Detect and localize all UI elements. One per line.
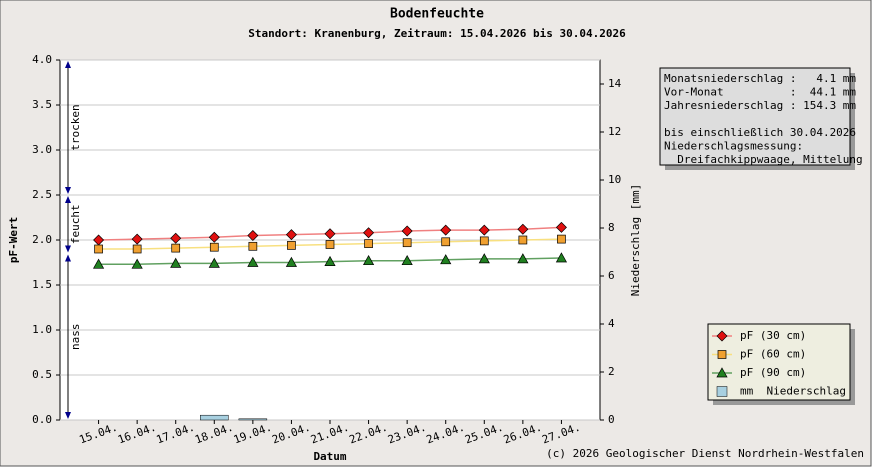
y2-tick-label: 2 xyxy=(608,365,615,378)
x-axis-label: Datum xyxy=(313,450,346,463)
y-tick-label: 3.5 xyxy=(32,98,52,111)
data-point xyxy=(518,235,528,245)
data-point xyxy=(517,253,529,264)
data-point xyxy=(402,238,412,248)
data-point xyxy=(401,254,413,266)
y-tick-label: 0.0 xyxy=(32,413,52,426)
zone-label: feucht xyxy=(69,204,82,244)
data-point xyxy=(208,257,220,268)
y2-tick-label: 8 xyxy=(608,221,615,234)
y2-tick-label: 12 xyxy=(608,125,621,138)
legend-marker xyxy=(716,330,728,342)
y2-tick-label: 14 xyxy=(608,77,622,90)
y-tick-label: 3.0 xyxy=(32,143,52,156)
y-tick-label: 0.5 xyxy=(32,368,52,381)
data-point xyxy=(557,234,566,244)
info-line: Monatsniederschlag : 4.1 mm xyxy=(664,72,856,85)
legend-label: pF (30 cm) xyxy=(740,329,806,342)
chart-subtitle: Standort: Kranenburg, Zeitraum: 15.04.20… xyxy=(248,27,626,40)
info-line: Jahresniederschlag : 154.3 mm xyxy=(664,99,856,112)
data-point xyxy=(362,254,375,266)
y2-tick-label: 6 xyxy=(608,269,615,282)
info-line: Dreifachkippwaage, Mittelung xyxy=(664,153,863,166)
data-point xyxy=(440,254,452,265)
y-tick-label: 1.0 xyxy=(32,323,52,336)
data-point xyxy=(401,225,413,237)
y2-axis-label: Niederschlag [mm] xyxy=(629,184,642,297)
data-point xyxy=(478,224,490,236)
chart-title: Bodenfeuchte xyxy=(390,7,484,22)
zone-arrowhead xyxy=(65,61,71,68)
data-point xyxy=(208,231,220,243)
data-point xyxy=(555,221,567,233)
legend-label: pF (90 cm) xyxy=(740,366,806,379)
data-point xyxy=(478,253,490,264)
data-point xyxy=(170,232,182,244)
data-point xyxy=(517,223,529,235)
legend-marker xyxy=(716,367,728,378)
data-point xyxy=(247,256,259,267)
data-point xyxy=(287,241,296,250)
footer: (c) 2026 Geologischer Dienst Nordrhein-W… xyxy=(546,447,864,460)
data-point xyxy=(441,237,451,247)
data-point xyxy=(324,228,336,240)
data-point xyxy=(363,227,375,239)
data-point xyxy=(247,230,259,241)
data-point xyxy=(555,252,568,263)
zone-arrowhead xyxy=(65,412,71,419)
y2-tick-label: 10 xyxy=(608,173,621,186)
y2-tick-label: 4 xyxy=(608,317,615,330)
data-point xyxy=(325,240,335,249)
y-tick-label: 2.0 xyxy=(32,233,52,246)
data-point xyxy=(209,242,219,252)
zone-arrowhead xyxy=(65,187,71,194)
data-point xyxy=(248,241,258,251)
legend-label: mm Niederschlag xyxy=(740,385,846,398)
data-point xyxy=(285,229,297,241)
data-point xyxy=(131,258,143,269)
info-line: bis einschließlich 30.04.2026 xyxy=(664,126,856,139)
info-line: Vor-Monat : 44.1 mm xyxy=(664,86,856,99)
y-tick-label: 4.0 xyxy=(32,53,52,66)
data-point xyxy=(131,233,143,245)
legend-label: pF (60 cm) xyxy=(740,348,806,361)
zone-arrowhead xyxy=(65,196,71,203)
data-point xyxy=(479,236,489,246)
data-point xyxy=(324,255,336,266)
data-point xyxy=(170,257,182,268)
info-box xyxy=(659,67,851,166)
y-tick-label: 1.5 xyxy=(32,278,52,291)
bar xyxy=(200,414,229,421)
zone-arrowhead xyxy=(65,245,71,253)
y2-tick-label: 0 xyxy=(608,413,615,426)
zone-arrowhead xyxy=(65,254,71,262)
info-line: Niederschlagsmessung: xyxy=(664,140,803,153)
data-point xyxy=(171,243,181,253)
y-tick-label: 2.5 xyxy=(32,188,52,201)
data-point xyxy=(94,244,103,254)
y-axis-label: pF-Wert xyxy=(7,217,20,263)
data-point xyxy=(132,244,142,254)
bar xyxy=(238,418,268,421)
zone-label: trocken xyxy=(69,104,82,150)
data-point xyxy=(440,224,452,236)
data-point xyxy=(364,239,373,248)
data-point xyxy=(92,258,105,269)
legend-swatch xyxy=(716,386,728,397)
legend-marker xyxy=(717,350,727,359)
data-point xyxy=(285,256,298,267)
legend-box xyxy=(707,323,851,401)
zone-label: nass xyxy=(69,324,82,351)
